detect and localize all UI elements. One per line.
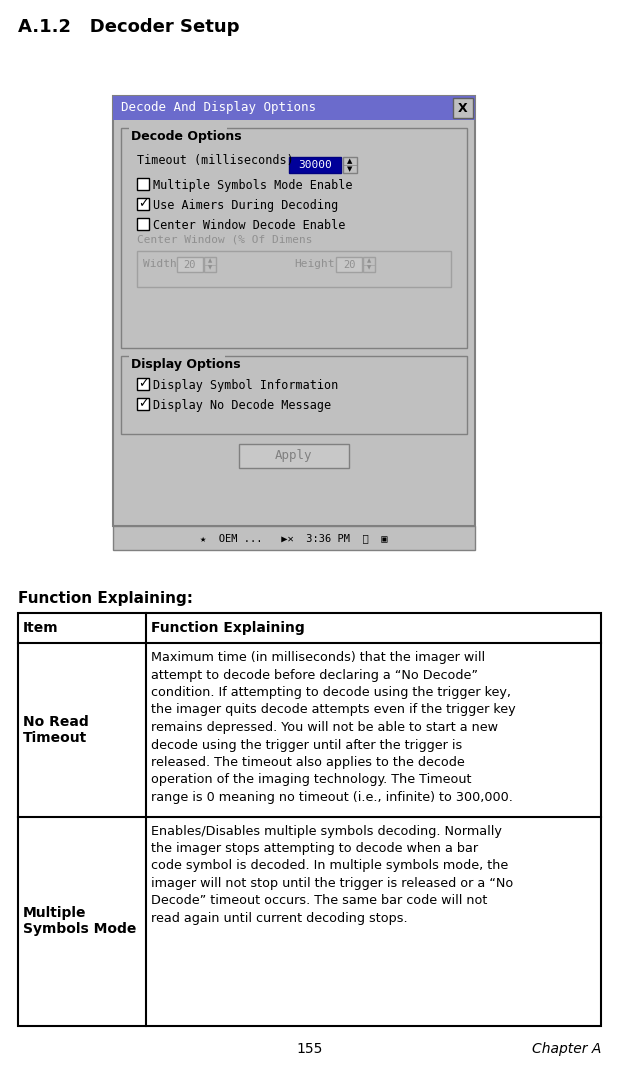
Bar [289, 157, 341, 173]
Text: ★  OEM ...   ▶✕  3:36 PM  ⌖  ▣: ★ OEM ... ▶✕ 3:36 PM ⌖ ▣ [201, 533, 387, 543]
Text: the imager stops attempting to decode when a bar: the imager stops attempting to decode wh… [151, 842, 478, 855]
Text: Maximum time (in milliseconds) that the imager will: Maximum time (in milliseconds) that the … [151, 651, 485, 664]
Text: Decode Options: Decode Options [131, 130, 241, 143]
Text: released. The timeout also applies to the decode: released. The timeout also applies to th… [151, 756, 465, 769]
Bar [177, 257, 203, 272]
Bar [453, 98, 473, 118]
Text: A.1.2   Decoder Setup: A.1.2 Decoder Setup [18, 18, 240, 36]
Text: Height: Height [294, 259, 334, 269]
Bar [137, 198, 149, 210]
Bar [18, 613, 601, 1026]
Bar [137, 178, 149, 190]
Bar [129, 122, 227, 136]
Bar [363, 257, 375, 272]
Text: ✓: ✓ [138, 398, 148, 411]
Text: Use Aimers During Decoding: Use Aimers During Decoding [153, 199, 338, 212]
Bar [129, 350, 225, 364]
Text: No Read
Timeout: No Read Timeout [23, 715, 89, 745]
Text: 20: 20 [343, 259, 355, 269]
Text: Center Window Decode Enable: Center Window Decode Enable [153, 219, 345, 232]
Text: Center Window (% Of Dimens: Center Window (% Of Dimens [137, 235, 313, 245]
Text: Apply: Apply [275, 450, 313, 463]
Bar [137, 218, 149, 230]
Text: ✓: ✓ [138, 198, 148, 211]
Text: ▲: ▲ [367, 258, 371, 264]
Bar [137, 378, 149, 390]
Text: ▲: ▲ [208, 258, 212, 264]
Text: 20: 20 [184, 259, 196, 269]
Text: the imager quits decode attempts even if the trigger key: the imager quits decode attempts even if… [151, 704, 516, 717]
Text: Function Explaining:: Function Explaining: [18, 591, 193, 606]
Text: Display Symbol Information: Display Symbol Information [153, 379, 338, 392]
Text: ▼: ▼ [367, 265, 371, 270]
Text: ✓: ✓ [138, 377, 148, 390]
Text: remains depressed. You will not be able to start a new: remains depressed. You will not be able … [151, 721, 498, 734]
Text: condition. If attempting to decode using the trigger key,: condition. If attempting to decode using… [151, 686, 511, 699]
Bar [121, 128, 467, 348]
Bar [239, 444, 349, 468]
Bar [113, 96, 475, 526]
Text: read again until current decoding stops.: read again until current decoding stops. [151, 912, 408, 925]
Text: Decode And Display Options: Decode And Display Options [121, 102, 316, 115]
Text: Timeout (milliseconds): Timeout (milliseconds) [137, 154, 294, 166]
Text: ▼: ▼ [208, 265, 212, 270]
Text: ▼: ▼ [347, 166, 353, 172]
Text: Display Options: Display Options [131, 358, 241, 371]
Text: Multiple
Symbols Mode: Multiple Symbols Mode [23, 906, 136, 936]
Bar [113, 526, 475, 550]
Bar [137, 251, 451, 286]
Text: code symbol is decoded. In multiple symbols mode, the: code symbol is decoded. In multiple symb… [151, 859, 509, 872]
Bar [113, 96, 475, 120]
Text: Multiple Symbols Mode Enable: Multiple Symbols Mode Enable [153, 179, 352, 192]
Text: decode using the trigger until after the trigger is: decode using the trigger until after the… [151, 738, 462, 751]
Text: range is 0 meaning no timeout (i.e., infinite) to 300,000.: range is 0 meaning no timeout (i.e., inf… [151, 791, 513, 804]
Text: imager will not stop until the trigger is released or a “No: imager will not stop until the trigger i… [151, 877, 514, 890]
Text: ▲: ▲ [347, 158, 353, 164]
Bar [336, 257, 362, 272]
Bar [121, 356, 467, 433]
Text: Item: Item [23, 620, 59, 635]
Text: operation of the imaging technology. The Timeout: operation of the imaging technology. The… [151, 774, 472, 787]
Text: Enables/Disables multiple symbols decoding. Normally: Enables/Disables multiple symbols decodi… [151, 825, 502, 838]
Text: X: X [458, 102, 468, 115]
Text: 155: 155 [297, 1042, 322, 1056]
Text: Width: Width [143, 259, 177, 269]
Bar [137, 398, 149, 410]
Text: Decode” timeout occurs. The same bar code will not: Decode” timeout occurs. The same bar cod… [151, 894, 488, 908]
Text: Function Explaining: Function Explaining [151, 620, 305, 635]
Text: Display No Decode Message: Display No Decode Message [153, 399, 331, 412]
Text: attempt to decode before declaring a “No Decode”: attempt to decode before declaring a “No… [151, 668, 478, 681]
Bar [204, 257, 216, 272]
Text: Chapter A: Chapter A [532, 1042, 601, 1056]
Text: 30000: 30000 [298, 160, 332, 170]
Bar [343, 157, 357, 173]
